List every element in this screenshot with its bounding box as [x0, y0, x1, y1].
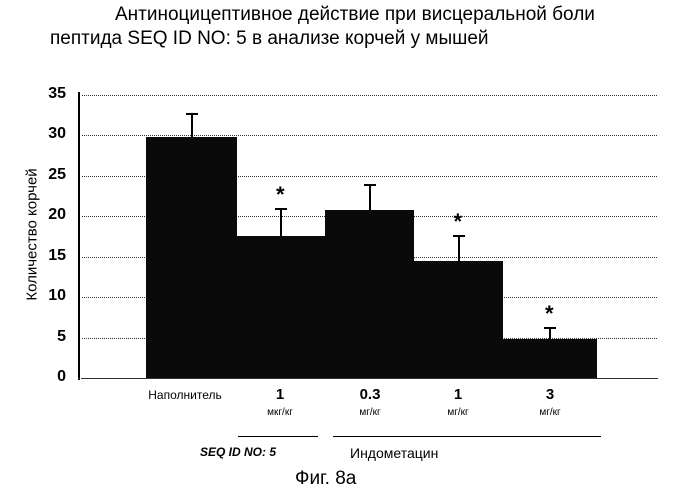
error-bar [458, 235, 460, 261]
x-axis [78, 378, 658, 379]
chart-title-line1: Антиноцицептивное действие при висцераль… [115, 4, 595, 26]
chart-title-line2: пептида SEQ ID NO: 5 в анализе корчей у … [50, 28, 489, 50]
category-label-vehicle: Наполнитель [130, 388, 240, 402]
y-tick-label: 15 [42, 247, 66, 265]
y-tick-label: 5 [42, 328, 66, 346]
y-tick-label: 25 [42, 166, 66, 184]
error-bar [369, 184, 371, 210]
gridline [82, 135, 657, 136]
error-cap [186, 113, 198, 115]
bar [146, 137, 237, 378]
bar [237, 236, 325, 378]
y-axis-label: Количество корчей [24, 165, 41, 305]
figure-label: Фиг. 8а [295, 468, 356, 490]
significance-asterisk: * [276, 182, 285, 208]
bar [414, 261, 503, 378]
y-axis [78, 92, 80, 380]
group-line-seq [238, 436, 318, 437]
group-label-indo: Индометацин [350, 445, 438, 461]
category-label-4: 3мг/кг [510, 386, 590, 418]
error-cap [453, 235, 465, 237]
error-cap [275, 208, 287, 210]
error-cap [364, 184, 376, 186]
y-tick-label: 35 [42, 85, 66, 103]
bar [503, 339, 597, 378]
y-tick-label: 0 [42, 368, 66, 386]
error-bar [191, 113, 193, 137]
group-label-seq: SEQ ID NO: 5 [200, 445, 276, 459]
category-label-1: 1мкг/кг [240, 386, 320, 418]
bar [325, 210, 414, 378]
group-line-indo [333, 436, 601, 437]
y-tick-label: 30 [42, 125, 66, 143]
y-tick-label: 10 [42, 287, 66, 305]
error-bar [280, 208, 282, 236]
category-label-2: 0.3мг/кг [330, 386, 410, 418]
category-label-3: 1мг/кг [418, 386, 498, 418]
error-cap [544, 327, 556, 329]
gridline [82, 95, 657, 96]
significance-asterisk: * [545, 301, 554, 327]
significance-asterisk: * [454, 209, 463, 235]
y-tick-label: 20 [42, 206, 66, 224]
